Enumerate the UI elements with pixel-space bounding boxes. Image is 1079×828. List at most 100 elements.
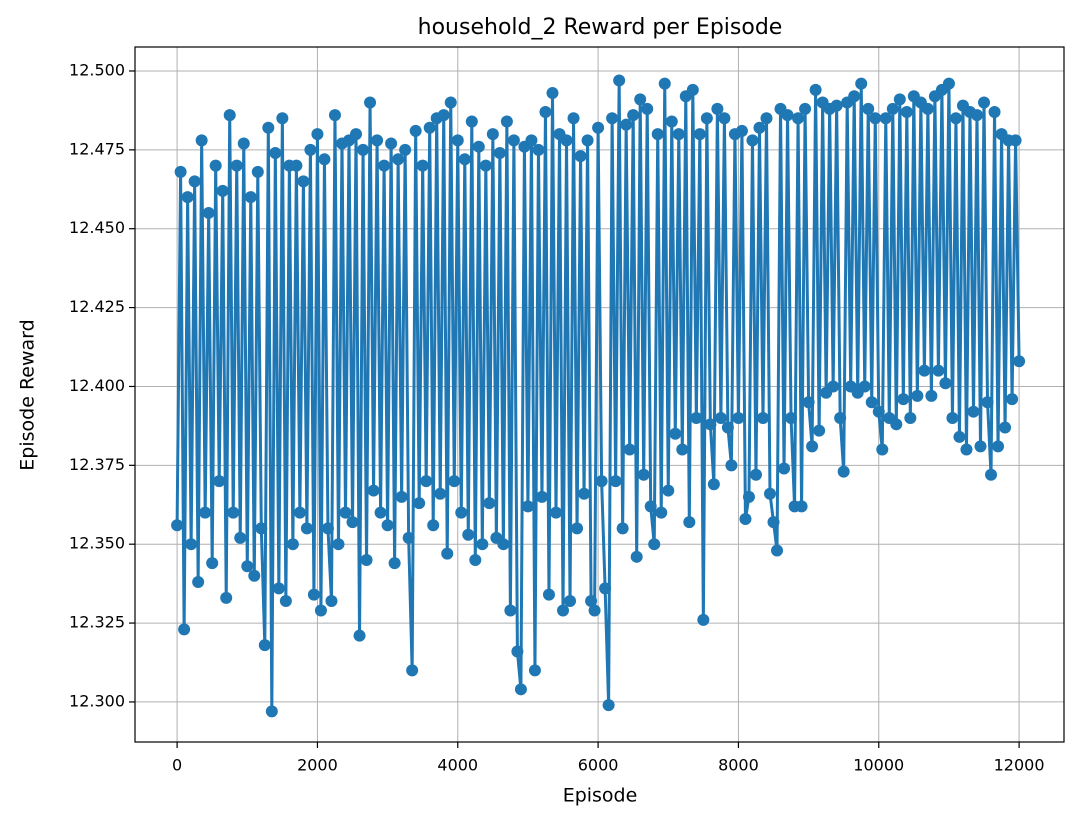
data-point xyxy=(981,396,994,409)
data-point xyxy=(858,380,871,393)
data-point xyxy=(185,538,198,551)
data-point xyxy=(504,604,517,617)
data-point xyxy=(620,118,633,131)
data-point xyxy=(942,77,955,90)
data-point xyxy=(381,519,394,532)
data-point xyxy=(985,468,998,481)
data-point xyxy=(746,134,759,147)
data-point xyxy=(785,412,798,425)
data-point xyxy=(834,412,847,425)
data-point xyxy=(244,191,257,204)
data-point xyxy=(220,591,233,604)
data-point xyxy=(297,175,310,188)
data-point xyxy=(756,412,769,425)
data-point xyxy=(462,528,475,541)
data-point xyxy=(725,459,738,472)
data-point xyxy=(616,522,629,535)
x-tick-label: 10000 xyxy=(853,756,904,775)
data-point xyxy=(806,440,819,453)
data-point xyxy=(549,506,562,519)
plot-area xyxy=(171,74,1026,718)
data-point xyxy=(855,77,868,90)
data-point xyxy=(416,159,429,172)
data-point xyxy=(395,490,408,503)
data-point xyxy=(286,538,299,551)
data-point xyxy=(781,109,794,122)
data-point xyxy=(476,538,489,551)
data-point xyxy=(251,165,264,178)
data-point xyxy=(634,93,647,106)
data-point xyxy=(704,418,717,431)
ticks: 0 2000 4000 6000 8000 10000 12000 12.300 12.325 1… xyxy=(69,60,1045,774)
x-axis-label: Episode xyxy=(563,785,638,807)
data-point xyxy=(234,531,247,544)
data-point xyxy=(472,140,485,153)
data-point xyxy=(939,377,952,390)
data-point xyxy=(171,519,184,532)
data-point xyxy=(272,582,285,595)
data-point xyxy=(255,522,268,535)
data-point xyxy=(241,560,254,573)
data-point xyxy=(514,683,527,696)
data-point xyxy=(567,112,580,125)
x-tick-label: 6000 xyxy=(578,756,619,775)
data-point xyxy=(721,421,734,434)
data-point xyxy=(886,102,899,115)
data-point xyxy=(1013,355,1026,368)
data-point xyxy=(974,440,987,453)
y-axis-label: Episode Reward xyxy=(17,319,39,470)
data-point xyxy=(613,74,626,87)
data-point xyxy=(606,112,619,125)
data-point xyxy=(483,497,496,510)
data-point xyxy=(893,93,906,106)
data-point xyxy=(535,490,548,503)
data-point xyxy=(230,159,243,172)
data-point xyxy=(809,83,822,96)
data-point xyxy=(711,102,724,115)
data-point xyxy=(321,522,334,535)
data-point xyxy=(557,604,570,617)
data-point xyxy=(732,412,745,425)
data-point xyxy=(374,506,387,519)
data-point xyxy=(953,430,966,443)
data-point xyxy=(925,389,938,402)
data-point xyxy=(195,134,208,147)
data-point xyxy=(521,500,534,513)
data-point xyxy=(307,588,320,601)
data-point xyxy=(216,184,229,197)
data-point xyxy=(528,664,541,677)
data-point xyxy=(402,531,415,544)
data-point xyxy=(262,121,275,134)
data-point xyxy=(735,124,748,137)
y-tick-label: 12.300 xyxy=(69,691,125,710)
data-point xyxy=(978,96,991,109)
data-point xyxy=(637,468,650,481)
data-point xyxy=(581,134,594,147)
y-tick-label: 12.350 xyxy=(69,534,125,553)
data-point xyxy=(683,516,696,529)
data-point xyxy=(441,547,454,560)
data-point xyxy=(707,478,720,491)
data-point xyxy=(420,475,433,488)
data-point xyxy=(630,550,643,563)
data-point xyxy=(444,96,457,109)
data-point xyxy=(206,557,219,570)
data-point xyxy=(665,115,678,128)
data-point xyxy=(192,576,205,589)
data-point xyxy=(458,153,471,166)
data-point xyxy=(718,112,731,125)
data-point xyxy=(479,159,492,172)
data-point xyxy=(574,150,587,163)
data-point xyxy=(353,629,366,642)
data-point xyxy=(178,623,191,636)
data-point xyxy=(799,102,812,115)
data-point xyxy=(897,393,910,406)
data-point xyxy=(448,475,461,488)
data-point xyxy=(378,159,391,172)
data-point xyxy=(304,143,317,156)
data-point xyxy=(988,105,1001,118)
data-point xyxy=(862,102,875,115)
data-point xyxy=(658,77,671,90)
x-tick-label: 12000 xyxy=(994,756,1045,775)
